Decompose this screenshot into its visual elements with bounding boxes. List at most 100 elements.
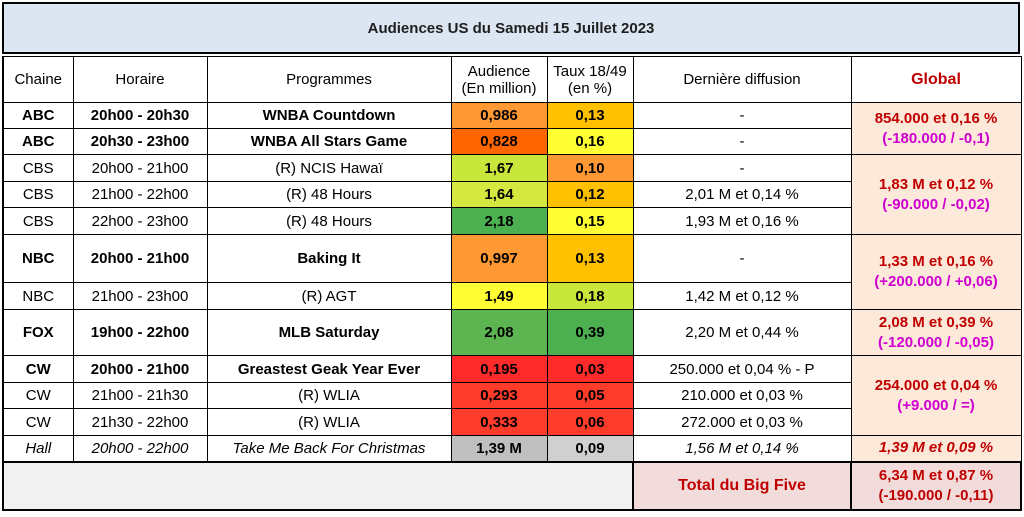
global-cw: 254.000 et 0,04 % (+9.000 / =) — [850, 355, 1022, 436]
cell-derniere: 272.000 et 0,03 % — [632, 408, 852, 436]
footer-total: 6,34 M et 0,87 % — [878, 466, 994, 484]
table-row: ABC 20h30 - 23h00 WNBA All Stars Game 0,… — [2, 128, 1021, 155]
global-cw-diff: (+9.000 / =) — [897, 396, 975, 414]
cell-chaine: CW — [2, 382, 74, 409]
col-header-audience: Audience (En million) — [450, 56, 548, 103]
cell-taux: 0,12 — [546, 181, 634, 208]
global-hall-total: 1,39 M et 0,09 % — [878, 439, 994, 457]
cell-chaine: FOX — [2, 309, 74, 356]
cell-chaine: CBS — [2, 181, 74, 208]
cell-programme: (R) WLIA — [206, 382, 452, 409]
cell-horaire: 21h00 - 23h00 — [72, 282, 208, 310]
footer-diff: (-190.000 / -0,11) — [878, 486, 994, 504]
cell-audience: 1,49 — [450, 282, 548, 310]
cell-audience: 0,986 — [450, 102, 548, 129]
table-row: CBS 21h00 - 22h00 (R) 48 Hours 1,64 0,12… — [2, 181, 1021, 208]
cell-taux: 0,13 — [546, 102, 634, 129]
cell-taux: 0,13 — [546, 234, 634, 283]
cell-programme: (R) WLIA — [206, 408, 452, 436]
cell-horaire: 20h00 - 22h00 — [72, 435, 208, 462]
cell-chaine: NBC — [2, 234, 74, 283]
cell-horaire: 21h30 - 22h00 — [72, 408, 208, 436]
col-header-horaire: Horaire — [72, 56, 208, 103]
col-header-derniere: Dernière diffusion — [632, 56, 852, 103]
cell-derniere: 1,56 M et 0,14 % — [632, 435, 852, 462]
table-row: CW 21h30 - 22h00 (R) WLIA 0,333 0,06 272… — [2, 408, 1021, 436]
cell-audience: 0,828 — [450, 128, 548, 155]
global-fox-total: 2,08 M et 0,39 % — [878, 313, 994, 331]
global-fox-diff: (-120.000 / -0,05) — [878, 333, 994, 351]
cell-horaire: 21h00 - 21h30 — [72, 382, 208, 409]
cell-audience: 0,333 — [450, 408, 548, 436]
col-header-chaine: Chaine — [2, 56, 74, 103]
global-abc-total: 854.000 et 0,16 % — [874, 109, 998, 127]
global-cbs-diff: (-90.000 / -0,02) — [882, 195, 990, 213]
cell-audience: 0,997 — [450, 234, 548, 283]
col-header-global: Global — [850, 56, 1022, 103]
cell-audience: 0,195 — [450, 355, 548, 383]
cell-programme: (R) 48 Hours — [206, 207, 452, 235]
cell-derniere: - — [632, 154, 852, 182]
global-hall: 1,39 M et 0,09 % — [850, 435, 1022, 462]
cell-audience: 0,293 — [450, 382, 548, 409]
col-header-taux: Taux 18/49 (en %) — [546, 56, 634, 103]
global-abc: 854.000 et 0,16 % (-180.000 / -0,1) — [850, 102, 1022, 155]
global-abc-diff: (-180.000 / -0,1) — [882, 129, 990, 147]
table-row: NBC 21h00 - 23h00 (R) AGT 1,49 0,18 1,42… — [2, 282, 1021, 310]
cell-derniere: - — [632, 128, 852, 155]
cell-derniere: - — [632, 102, 852, 129]
cell-derniere: - — [632, 234, 852, 283]
cell-horaire: 20h00 - 21h00 — [72, 154, 208, 182]
col-header-programmes: Programmes — [206, 56, 452, 103]
cell-taux: 0,16 — [546, 128, 634, 155]
cell-chaine: Hall — [2, 435, 74, 462]
cell-programme: Baking It — [206, 234, 452, 283]
cell-chaine: CW — [2, 408, 74, 436]
audience-header-line1: Audience — [467, 62, 531, 80]
cell-derniere: 210.000 et 0,03 % — [632, 382, 852, 409]
cell-taux: 0,39 — [546, 309, 634, 356]
cell-chaine: NBC — [2, 282, 74, 310]
cell-taux: 0,06 — [546, 408, 634, 436]
cell-horaire: 19h00 - 22h00 — [72, 309, 208, 356]
cell-programme: Greastest Geak Year Ever — [206, 355, 452, 383]
global-cw-total: 254.000 et 0,04 % — [874, 376, 998, 394]
footer-label: Total du Big Five — [632, 460, 852, 511]
cell-chaine: CBS — [2, 154, 74, 182]
cell-chaine: CBS — [2, 207, 74, 235]
cell-horaire: 20h00 - 21h00 — [72, 355, 208, 383]
table-row: ABC 20h00 - 20h30 WNBA Countdown 0,986 0… — [2, 102, 1022, 155]
cell-programme: (R) AGT — [206, 282, 452, 310]
global-fox: 2,08 M et 0,39 % (-120.000 / -0,05) — [850, 309, 1022, 356]
cell-taux: 0,05 — [546, 382, 634, 409]
global-nbc-diff: (+200.000 / +0,06) — [874, 273, 998, 290]
global-nbc-total: 1,33 M et 0,16 % — [878, 253, 994, 270]
cell-derniere: 250.000 et 0,04 % - P — [632, 355, 852, 383]
cell-horaire: 20h00 - 21h00 — [72, 234, 208, 283]
footer-blank — [2, 460, 634, 511]
global-nbc: 1,33 M et 0,16 % (+200.000 / +0,06) — [850, 234, 1022, 310]
cell-taux: 0,15 — [546, 207, 634, 235]
cell-programme: MLB Saturday — [206, 309, 452, 356]
cell-taux: 0,18 — [546, 282, 634, 310]
cell-audience: 1,67 — [450, 154, 548, 182]
table-row: FOX 19h00 - 22h00 MLB Saturday 2,08 0,39… — [2, 309, 1022, 356]
global-cbs: 1,83 M et 0,12 % (-90.000 / -0,02) — [850, 154, 1022, 235]
global-cbs-total: 1,83 M et 0,12 % — [878, 175, 994, 193]
cell-programme: WNBA All Stars Game — [206, 128, 452, 155]
cell-programme: (R) 48 Hours — [206, 181, 452, 208]
header-row: Chaine Horaire Programmes Audience (En mi… — [2, 56, 1022, 103]
cell-chaine: ABC — [2, 102, 74, 129]
table-row: CW 20h00 - 21h00 Greastest Geak Year Eve… — [2, 355, 1022, 436]
audience-header-line2: (En million) — [461, 79, 537, 97]
cell-taux: 0,10 — [546, 154, 634, 182]
cell-programme: (R) NCIS Hawaï — [206, 154, 452, 182]
cell-derniere: 1,42 M et 0,12 % — [632, 282, 852, 310]
footer-row: Total du Big Five 6,34 M et 0,87 % (-190.… — [2, 460, 1022, 511]
cell-chaine: ABC — [2, 128, 74, 155]
cell-programme: Take Me Back For Christmas — [206, 435, 452, 462]
audience-table: Chaine Horaire Programmes Audience (En mi… — [2, 56, 1022, 511]
cell-programme: WNBA Countdown — [206, 102, 452, 129]
cell-derniere: 2,01 M et 0,14 % — [632, 181, 852, 208]
